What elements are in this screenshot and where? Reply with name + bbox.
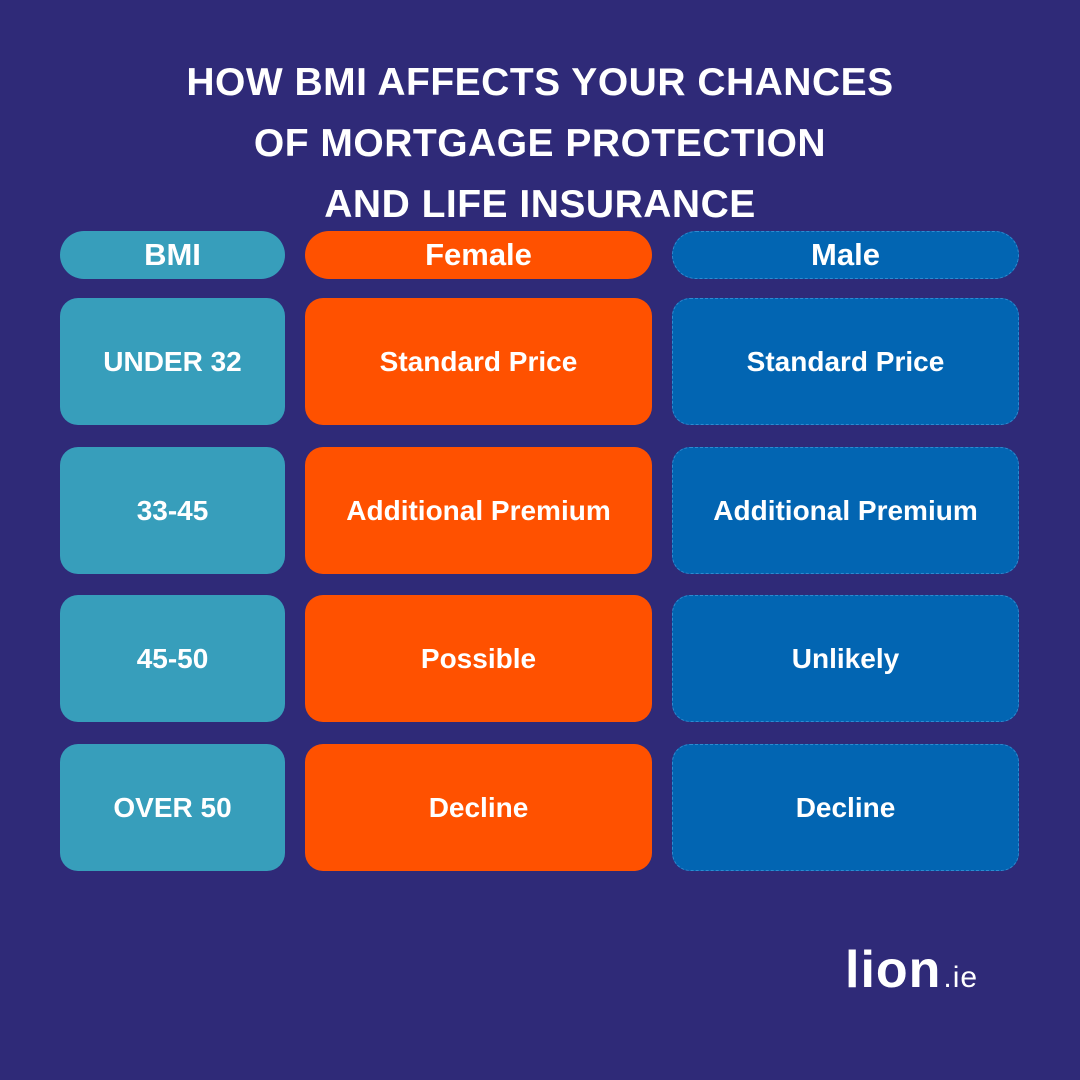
bmi-cell: OVER 50	[60, 744, 285, 871]
header-female: Female	[305, 231, 652, 279]
female-cell: Decline	[305, 744, 652, 871]
female-cell: Possible	[305, 595, 652, 722]
bmi-cell: 45-50	[60, 595, 285, 722]
bmi-cell: 33-45	[60, 447, 285, 574]
title-line-3: AND LIFE INSURANCE	[324, 183, 756, 226]
female-cell: Standard Price	[305, 298, 652, 425]
title-line-1: HOW BMI AFFECTS YOUR CHANCES	[186, 61, 894, 104]
logo-tld: .ie	[943, 961, 979, 994]
male-cell: Standard Price	[672, 298, 1019, 425]
logo-name: lion	[845, 941, 942, 999]
title-line-2: OF MORTGAGE PROTECTION	[253, 122, 827, 165]
male-cell: Decline	[672, 744, 1019, 871]
page-title: HOW BMI AFFECTS YOUR CHANCES OF MORTGAGE…	[0, 52, 1080, 235]
female-cell: Additional Premium	[305, 447, 652, 574]
header-male: Male	[672, 231, 1019, 279]
male-cell: Additional Premium	[672, 447, 1019, 574]
male-cell: Unlikely	[672, 595, 1019, 722]
bmi-cell: UNDER 32	[60, 298, 285, 425]
brand-logo: lion.ie	[845, 940, 978, 1000]
header-bmi: BMI	[60, 231, 285, 279]
